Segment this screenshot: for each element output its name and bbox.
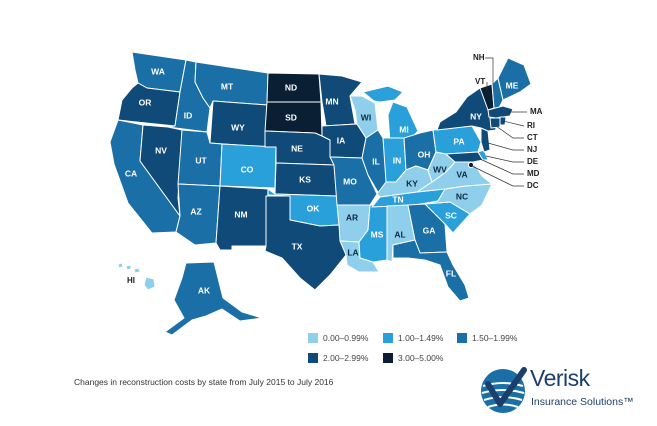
legend-item-5: 3.00–5.00% [383, 353, 443, 363]
label-va: VA [456, 169, 467, 179]
label-ms: MS [371, 229, 384, 239]
label-pa: PA [453, 136, 464, 146]
legend-item-4: 2.00–2.99% [308, 353, 368, 363]
state-de[interactable] [477, 149, 489, 161]
label-sd: SD [285, 112, 297, 122]
verisk-check-globe-icon [481, 367, 527, 413]
state-fl[interactable] [392, 239, 470, 302]
label-ne: NE [291, 143, 303, 153]
state-hi-2[interactable] [125, 264, 132, 271]
label-ca: CA [125, 168, 137, 178]
label-nc: NC [456, 191, 468, 201]
state-mn[interactable] [318, 73, 363, 127]
state-hi-4[interactable] [143, 276, 156, 291]
label-tn: TN [392, 194, 403, 204]
label-ga: GA [423, 225, 436, 235]
verisk-logo[interactable]: Verisk Insurance Solutions™ [478, 364, 653, 420]
legend-item-2: 1.00–1.49% [383, 333, 443, 343]
label-mo: MO [343, 176, 357, 186]
label-sc: SC [445, 210, 457, 220]
label-nv: NV [155, 145, 167, 155]
label-ri: RI [527, 121, 535, 130]
label-wv: WV [433, 164, 447, 174]
state-nh[interactable] [491, 77, 504, 109]
label-in: IN [393, 155, 402, 165]
state-ak[interactable] [164, 261, 263, 336]
label-ky: KY [406, 178, 418, 188]
state-or[interactable] [117, 82, 181, 127]
legend-label-2: 1.00–1.49% [398, 333, 444, 343]
legend-label-3: 1.50–1.99% [472, 333, 518, 343]
label-ny: NY [470, 111, 482, 121]
label-nm: NM [234, 209, 247, 219]
label-nj: NJ [527, 145, 537, 154]
label-me: ME [506, 80, 519, 90]
state-ma[interactable] [487, 105, 514, 119]
state-hi-3[interactable] [133, 267, 141, 274]
state-nv[interactable] [139, 124, 183, 217]
legend-label-4: 2.00–2.99% [323, 353, 369, 363]
label-md: MD [527, 169, 540, 178]
legend-label-5: 3.00–5.00% [398, 353, 444, 363]
label-la: LA [347, 247, 358, 257]
label-ma: MA [530, 107, 543, 116]
label-mi: MI [399, 124, 408, 134]
label-mt: MT [221, 81, 234, 91]
label-ut: UT [195, 155, 207, 165]
legend-swatch-2 [383, 333, 393, 343]
label-ct: CT [527, 133, 538, 142]
label-oh: OH [418, 149, 431, 159]
legend-swatch-3 [457, 333, 467, 343]
label-ia: IA [337, 135, 346, 145]
label-ks: KS [299, 174, 311, 184]
label-vt: VT [475, 77, 485, 86]
label-nd: ND [285, 82, 297, 92]
map-caption: Changes in reconstruction costs by state… [74, 377, 334, 387]
legend-swatch-1 [308, 333, 318, 343]
state-me[interactable] [497, 57, 532, 101]
legend-label-1: 0.00–0.99% [323, 333, 369, 343]
label-ar: AR [346, 212, 358, 222]
label-il: IL [372, 156, 380, 166]
label-al: AL [394, 229, 405, 239]
label-nh: NH [473, 53, 485, 62]
label-id: ID [184, 110, 193, 120]
label-fl: FL [446, 268, 456, 278]
state-hi-1[interactable] [117, 262, 124, 269]
state-tx[interactable] [264, 195, 347, 291]
label-wy: WY [231, 122, 245, 132]
label-co: CO [241, 164, 254, 174]
label-ok: OK [307, 203, 321, 213]
legend-swatch-5 [383, 353, 393, 363]
label-wi: WI [361, 112, 371, 122]
legend-item-1: 0.00–0.99% [308, 333, 368, 343]
state-ct[interactable] [489, 117, 501, 129]
label-ak: AK [198, 285, 211, 295]
logo-subtitle: Insurance Solutions™ [531, 396, 634, 408]
state-md[interactable] [445, 151, 484, 163]
label-mn: MN [325, 96, 338, 106]
logo-name: Verisk [530, 365, 590, 391]
state-nj[interactable] [480, 127, 491, 153]
label-hi: HI [127, 276, 135, 285]
label-or: OR [139, 97, 152, 107]
label-dc: DC [527, 181, 539, 190]
legend-item-3: 1.50–1.99% [457, 333, 517, 343]
label-az: AZ [190, 206, 201, 216]
legend-swatch-4 [308, 353, 318, 363]
state-mi[interactable] [362, 85, 404, 103]
label-wa: WA [151, 66, 165, 76]
label-de: DE [527, 157, 539, 166]
state-dc[interactable] [467, 161, 475, 169]
legend: 0.00–0.99% 1.00–1.49% 1.50–1.99% 2.00–2.… [308, 333, 558, 369]
label-tx: TX [292, 241, 303, 251]
